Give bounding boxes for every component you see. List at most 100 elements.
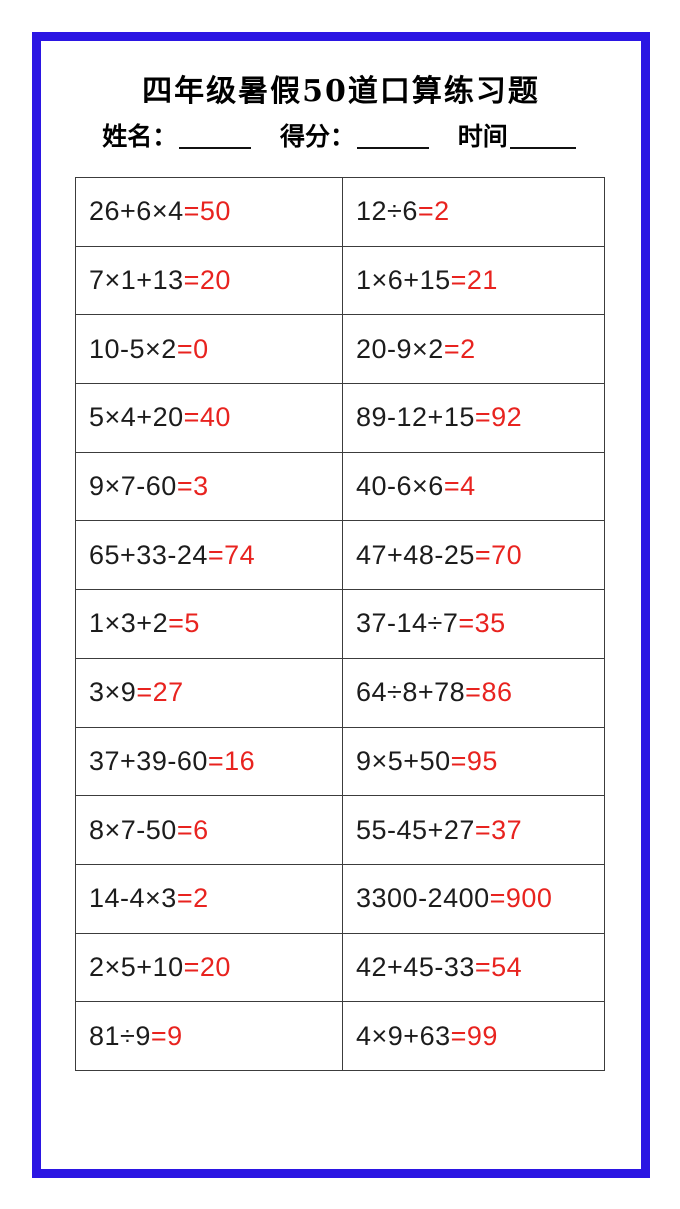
problem-answer: =5 [168, 608, 200, 639]
problem-cell: 3×9=27 [75, 657, 343, 728]
problem-answer: =95 [450, 745, 498, 776]
problem-cell: 42+45-33=54 [342, 932, 605, 1003]
problem-answer: =2 [443, 333, 476, 364]
problem-cell: 14-4×3=2 [75, 863, 343, 934]
problem-cell: 8×7-50=6 [75, 795, 343, 865]
problem-cell: 40-6×6=4 [342, 451, 605, 522]
problem-cell: 1×3+2=5 [75, 589, 343, 659]
time-field: 时间 [458, 122, 580, 151]
problem-expression: 40-6×6 [356, 471, 444, 502]
problem-answer: =40 [183, 402, 231, 433]
problem-answer: =70 [474, 539, 523, 570]
problem-answer: =99 [450, 1020, 498, 1051]
worksheet-blue-frame: 四年级暑假50道口算练习题 姓名： 得分： 时间 26+6×4=50 12÷6=2… [32, 32, 650, 1178]
problem-expression: 3300-2400 [356, 883, 490, 914]
problem-cell: 81÷9=9 [75, 1001, 343, 1071]
problem-expression: 2×5+10 [89, 951, 184, 982]
problem-answer: =20 [183, 265, 231, 296]
problem-cell: 37+39-60=16 [75, 726, 343, 797]
problem-cell: 89-12+15=92 [342, 383, 605, 453]
problem-answer: =16 [207, 745, 256, 776]
problem-expression: 9×5+50 [356, 745, 451, 776]
problem-row: 3×9=27 64÷8+78=86 [75, 657, 605, 728]
problem-expression: 81÷9 [89, 1020, 151, 1051]
problem-answer: =37 [474, 814, 523, 845]
problem-expression: 26+6×4 [89, 196, 184, 227]
problem-row: 5×4+20=40 89-12+15=92 [75, 383, 605, 453]
problem-answer: =4 [443, 471, 476, 502]
problem-row: 26+6×4=50 12÷6=2 [75, 177, 605, 247]
problems-table: 26+6×4=50 12÷6=2 7×1+13=20 1×6+15=21 10-5×2=… [75, 177, 605, 1071]
problem-cell: 26+6×4=50 [75, 177, 343, 247]
problem-cell: 1×6+15=21 [342, 245, 605, 316]
problem-expression: 65+33-24 [89, 539, 208, 570]
problem-expression: 9×7-60 [89, 471, 177, 502]
problem-answer: =2 [176, 883, 209, 914]
score-field: 得分： [280, 122, 433, 151]
problem-answer: =50 [183, 196, 231, 227]
problem-expression: 5×4+20 [89, 402, 184, 433]
problem-row: 14-4×3=2 3300-2400=900 [75, 863, 605, 934]
problem-row: 10-5×2=0 20-9×2=2 [75, 314, 605, 385]
problem-cell: 10-5×2=0 [75, 314, 343, 385]
problem-answer: =86 [465, 677, 513, 708]
problem-row: 65+33-24=74 47+48-25=70 [75, 520, 605, 591]
problem-expression: 89-12+15 [356, 402, 475, 433]
problem-answer: =20 [183, 951, 231, 982]
problem-expression: 7×1+13 [89, 265, 184, 296]
problem-expression: 8×7-50 [89, 814, 177, 845]
problem-answer: =54 [474, 951, 523, 982]
problem-answer: =35 [458, 608, 506, 639]
problem-answer: =6 [176, 814, 209, 845]
page-title: 四年级暑假50道口算练习题 [142, 74, 540, 109]
problem-expression: 42+45-33 [356, 951, 475, 982]
score-label: 得分： [279, 122, 355, 151]
problem-expression: 3×9 [89, 677, 137, 708]
problem-expression: 20-9×2 [356, 333, 444, 364]
problem-expression: 1×3+2 [89, 608, 169, 639]
problem-cell: 3300-2400=900 [342, 863, 605, 934]
problem-expression: 37-14÷7 [356, 608, 459, 639]
problem-answer: =900 [489, 883, 553, 914]
problem-expression: 14-4×3 [89, 883, 177, 914]
problem-answer: =92 [474, 402, 523, 433]
name-label: 姓名： [102, 122, 178, 151]
problem-cell: 12÷6=2 [342, 177, 605, 247]
problem-cell: 7×1+13=20 [75, 245, 343, 316]
problem-cell: 65+33-24=74 [75, 520, 343, 591]
name-field: 姓名： [102, 122, 255, 151]
problem-cell: 5×4+20=40 [75, 383, 343, 453]
problem-expression: 12÷6 [356, 196, 418, 227]
name-blank-line [179, 135, 252, 149]
time-label: 时间 [457, 122, 508, 151]
problem-cell: 9×7-60=3 [75, 451, 343, 522]
problem-answer: =9 [150, 1020, 183, 1051]
problem-row: 9×7-60=3 40-6×6=4 [75, 451, 605, 522]
problem-answer: =74 [207, 539, 256, 570]
problem-expression: 55-45+27 [356, 814, 475, 845]
problem-cell: 37-14÷7=35 [342, 589, 605, 659]
problem-answer: =21 [450, 265, 498, 296]
problem-expression: 47+48-25 [356, 539, 475, 570]
problems-table-body: 26+6×4=50 12÷6=2 7×1+13=20 1×6+15=21 10-5×2=… [75, 177, 605, 1071]
problem-row: 1×3+2=5 37-14÷7=35 [75, 589, 605, 659]
problem-expression: 64÷8+78 [356, 677, 466, 708]
problem-answer: =2 [417, 196, 450, 227]
problem-expression: 1×6+15 [356, 265, 451, 296]
problem-answer: =0 [176, 333, 209, 364]
problem-cell: 64÷8+78=86 [342, 657, 605, 728]
problem-cell: 2×5+10=20 [75, 932, 343, 1003]
header-fields: 姓名： 得分： 时间 [41, 117, 641, 153]
problem-row: 81÷9=9 4×9+63=99 [75, 1001, 605, 1071]
problem-cell: 47+48-25=70 [342, 520, 605, 591]
problem-answer: =27 [136, 677, 184, 708]
problem-row: 8×7-50=6 55-45+27=37 [75, 795, 605, 865]
problem-row: 37+39-60=16 9×5+50=95 [75, 726, 605, 797]
problem-expression: 4×9+63 [356, 1020, 451, 1051]
score-blank-line [357, 135, 429, 149]
problem-cell: 20-9×2=2 [342, 314, 605, 385]
problem-cell: 4×9+63=99 [342, 1001, 605, 1071]
problem-expression: 10-5×2 [89, 333, 177, 364]
problem-answer: =3 [176, 471, 209, 502]
problem-cell: 9×5+50=95 [342, 726, 605, 797]
